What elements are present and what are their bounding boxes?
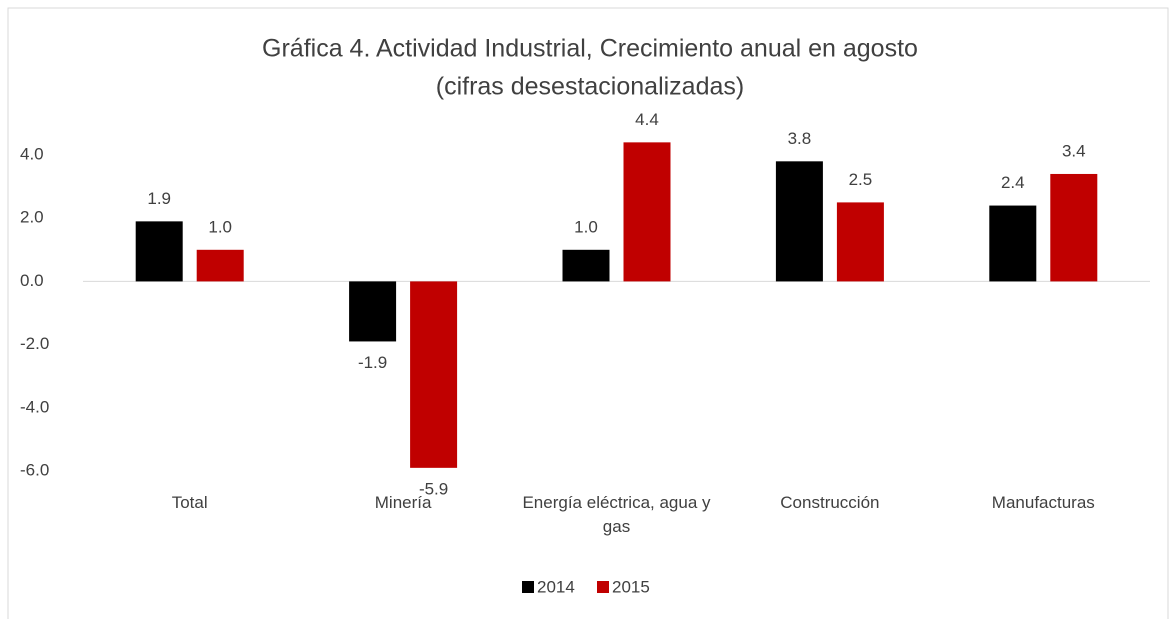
data-label: 1.9 [147, 189, 171, 208]
frame [7, 7, 1169, 619]
y-tick-label: -4.0 [20, 397, 49, 416]
data-label: 1.0 [208, 217, 232, 236]
bar [1050, 173, 1098, 282]
data-label: -1.9 [358, 353, 387, 372]
bar [623, 142, 671, 282]
bar [836, 202, 884, 282]
bar [562, 249, 610, 282]
data-label: 1.0 [574, 217, 598, 236]
y-tick-label: 0.0 [20, 271, 44, 290]
bar [196, 249, 244, 282]
data-label: -5.9 [419, 479, 448, 498]
legend-label: 2014 [537, 577, 575, 596]
data-label: 2.4 [1001, 173, 1025, 192]
y-tick-label: -2.0 [20, 334, 49, 353]
bar [135, 221, 183, 282]
x-tick-label: Construcción [780, 493, 880, 512]
x-tick-label: Minería [374, 493, 432, 512]
data-label: 3.8 [788, 129, 812, 148]
x-tick-label: Manufacturas [991, 493, 1095, 512]
y-tick-label: 4.0 [20, 144, 44, 163]
chart-title: Gráfica 4. Actividad Industrial, Crecimi… [262, 35, 918, 63]
legend-swatch [597, 581, 609, 593]
bar [410, 281, 458, 468]
x-tick-label: Energía eléctrica, agua y gas [522, 493, 711, 536]
legend-label: 2015 [612, 577, 650, 596]
y-tick-label: -6.0 [20, 460, 49, 479]
data-label: 3.4 [1062, 141, 1086, 160]
data-label: 2.5 [849, 170, 873, 189]
x-tick-label: Total [171, 493, 208, 512]
legend-swatch [522, 581, 534, 593]
y-tick-label: 2.0 [20, 208, 44, 227]
bar [989, 205, 1037, 282]
data-label: 4.4 [635, 110, 659, 129]
bar [775, 161, 823, 282]
chart-subtitle: (cifras desestacionalizadas) [436, 73, 744, 101]
bar [349, 281, 397, 342]
